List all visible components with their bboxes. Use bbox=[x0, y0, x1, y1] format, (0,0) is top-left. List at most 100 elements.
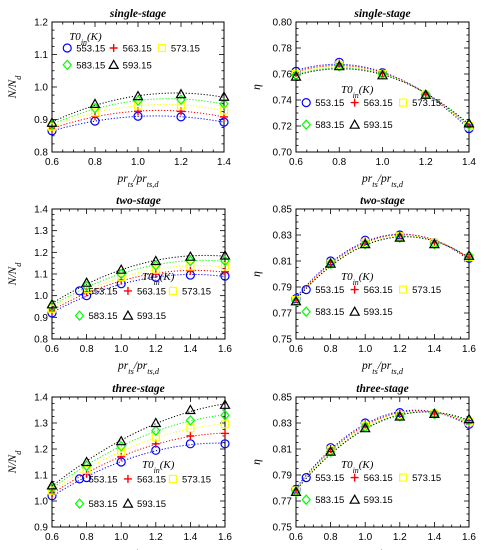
x-tick-label: 0.6 bbox=[289, 157, 303, 168]
chart-title: single-stage bbox=[353, 8, 410, 20]
y-axis-label: N/Nd bbox=[7, 450, 23, 475]
legend-label: 583.15 bbox=[89, 499, 118, 510]
axis-ticks bbox=[295, 21, 470, 153]
legend-item: 553.15 bbox=[74, 474, 118, 485]
data-point bbox=[325, 258, 336, 270]
x-tick-label: 1.2 bbox=[149, 532, 163, 543]
data-point bbox=[132, 90, 144, 101]
data-point bbox=[221, 429, 229, 438]
legend-title: T0in(K) bbox=[69, 31, 102, 47]
legend-label: 563.15 bbox=[364, 285, 393, 296]
y-tick-label: 0.9 bbox=[34, 313, 48, 324]
legend-marker bbox=[350, 285, 359, 294]
data-point bbox=[333, 60, 345, 71]
data-point bbox=[325, 445, 337, 456]
legend-label: 553.15 bbox=[315, 473, 344, 484]
series-line-4 bbox=[51, 259, 226, 307]
data-point bbox=[221, 267, 229, 276]
x-tick-label: 1.0 bbox=[114, 344, 128, 355]
x-tick-label: 0.8 bbox=[324, 532, 338, 543]
x-axis-label: prts/prts,d bbox=[361, 360, 404, 376]
x-tick-label: 1.4 bbox=[427, 344, 441, 355]
legend-label: 573.15 bbox=[182, 286, 211, 297]
y-tick-label: 0.85 bbox=[273, 205, 293, 216]
x-tick-label: 1.2 bbox=[174, 157, 188, 168]
y-tick-label: 1.3 bbox=[34, 226, 48, 237]
legend-marker bbox=[62, 43, 72, 53]
data-point bbox=[394, 231, 406, 242]
x-tick-label: 1.2 bbox=[393, 532, 407, 543]
x-tick-label: 1.6 bbox=[462, 532, 476, 543]
data-point bbox=[394, 232, 405, 244]
series-line-4 bbox=[51, 98, 225, 125]
data-point bbox=[115, 263, 127, 274]
y-tick-label: 0.79 bbox=[273, 283, 293, 294]
y-tick-label: 1.2 bbox=[34, 248, 48, 259]
legend-item: 583.15 bbox=[74, 310, 118, 322]
legend-marker bbox=[350, 473, 359, 482]
data-point bbox=[376, 69, 389, 80]
x-tick-label: 1.4 bbox=[183, 344, 197, 355]
legend-marker bbox=[301, 494, 312, 506]
legend-label: 593.15 bbox=[137, 311, 166, 322]
x-tick-label: 0.6 bbox=[45, 344, 59, 355]
legend-title: T0in(K) bbox=[142, 459, 175, 475]
y-tick-label: 1.1 bbox=[34, 270, 48, 281]
data-point bbox=[82, 465, 91, 474]
data-point bbox=[150, 255, 162, 266]
data-point bbox=[115, 435, 127, 446]
data-point bbox=[81, 460, 92, 472]
legend-item: 563.15 bbox=[350, 473, 393, 484]
legend-marker bbox=[301, 119, 312, 131]
data-point bbox=[359, 238, 371, 249]
y-tick-label: 0.78 bbox=[273, 44, 293, 55]
series-line-2 bbox=[295, 234, 470, 300]
x-tick-label: 1.6 bbox=[218, 532, 232, 543]
data-point bbox=[464, 250, 474, 262]
axis-ticks bbox=[51, 396, 226, 528]
legend-label: 553.15 bbox=[76, 44, 105, 55]
series-line-3 bbox=[51, 103, 225, 127]
legend-item: 553.15 bbox=[301, 285, 344, 296]
series-line-5 bbox=[51, 403, 226, 487]
plot-area bbox=[46, 399, 231, 501]
legend-marker bbox=[301, 306, 312, 318]
data-point bbox=[325, 257, 337, 268]
axis-ticks bbox=[51, 208, 226, 340]
data-point bbox=[463, 250, 475, 260]
legend-marker bbox=[109, 44, 118, 52]
legend-label: 563.15 bbox=[364, 98, 393, 109]
y-tick-label: 0.74 bbox=[273, 96, 293, 107]
legend-label: 593.15 bbox=[364, 120, 393, 131]
legend-item: 593.15 bbox=[122, 309, 166, 322]
data-point bbox=[185, 414, 196, 426]
x-tick-label: 0.8 bbox=[88, 157, 102, 168]
data-point bbox=[429, 238, 440, 250]
data-point bbox=[46, 479, 58, 490]
x-tick-label: 1.0 bbox=[358, 532, 372, 543]
legend-item: 553.15 bbox=[301, 473, 344, 484]
data-point bbox=[151, 270, 160, 278]
legend-marker bbox=[122, 497, 134, 508]
series-line-1 bbox=[51, 273, 226, 314]
legend-item: 563.15 bbox=[109, 44, 152, 55]
legend-label: 573.15 bbox=[412, 473, 441, 484]
legend-item: 553.15 bbox=[301, 97, 344, 109]
legend-item: 593.15 bbox=[349, 305, 393, 318]
legend-item: 593.15 bbox=[108, 59, 152, 71]
data-point bbox=[428, 408, 440, 418]
x-tick-label: 0.6 bbox=[289, 532, 303, 543]
data-point bbox=[334, 60, 345, 72]
legend-marker bbox=[349, 118, 361, 129]
y-tick-label: 0.8 bbox=[34, 148, 48, 159]
legend-item: 563.15 bbox=[350, 285, 393, 296]
legend-label: 573.15 bbox=[412, 98, 441, 109]
data-point bbox=[185, 255, 196, 267]
data-point bbox=[463, 117, 475, 128]
y-tick-label: 1.4 bbox=[34, 393, 48, 404]
data-point bbox=[420, 89, 432, 99]
y-tick-label: 0.76 bbox=[273, 70, 293, 81]
y-tick-label: 0.85 bbox=[273, 393, 293, 404]
